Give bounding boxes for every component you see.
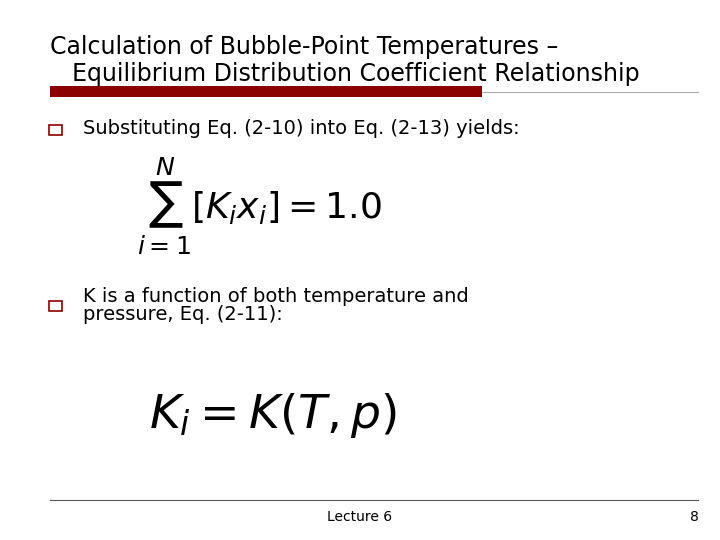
- Text: $K_i = K(T, p)$: $K_i = K(T, p)$: [150, 392, 397, 440]
- Text: 8: 8: [690, 510, 698, 524]
- Text: K is a function of both temperature and: K is a function of both temperature and: [83, 287, 469, 307]
- Text: pressure, Eq. (2-11):: pressure, Eq. (2-11):: [83, 305, 282, 325]
- Text: Lecture 6: Lecture 6: [328, 510, 392, 524]
- Bar: [49, 125, 62, 135]
- Text: Calculation of Bubble-Point Temperatures –: Calculation of Bubble-Point Temperatures…: [50, 35, 559, 59]
- Text: Substituting Eq. (2-10) into Eq. (2-13) yields:: Substituting Eq. (2-10) into Eq. (2-13) …: [83, 119, 519, 138]
- Text: $\sum_{i=1}^{N} \left[ K_i x_i \right] = 1.0$: $\sum_{i=1}^{N} \left[ K_i x_i \right] =…: [137, 156, 382, 257]
- Bar: [49, 301, 62, 310]
- Bar: [50, 86, 482, 97]
- Text: Equilibrium Distribution Coefficient Relationship: Equilibrium Distribution Coefficient Rel…: [72, 62, 639, 86]
